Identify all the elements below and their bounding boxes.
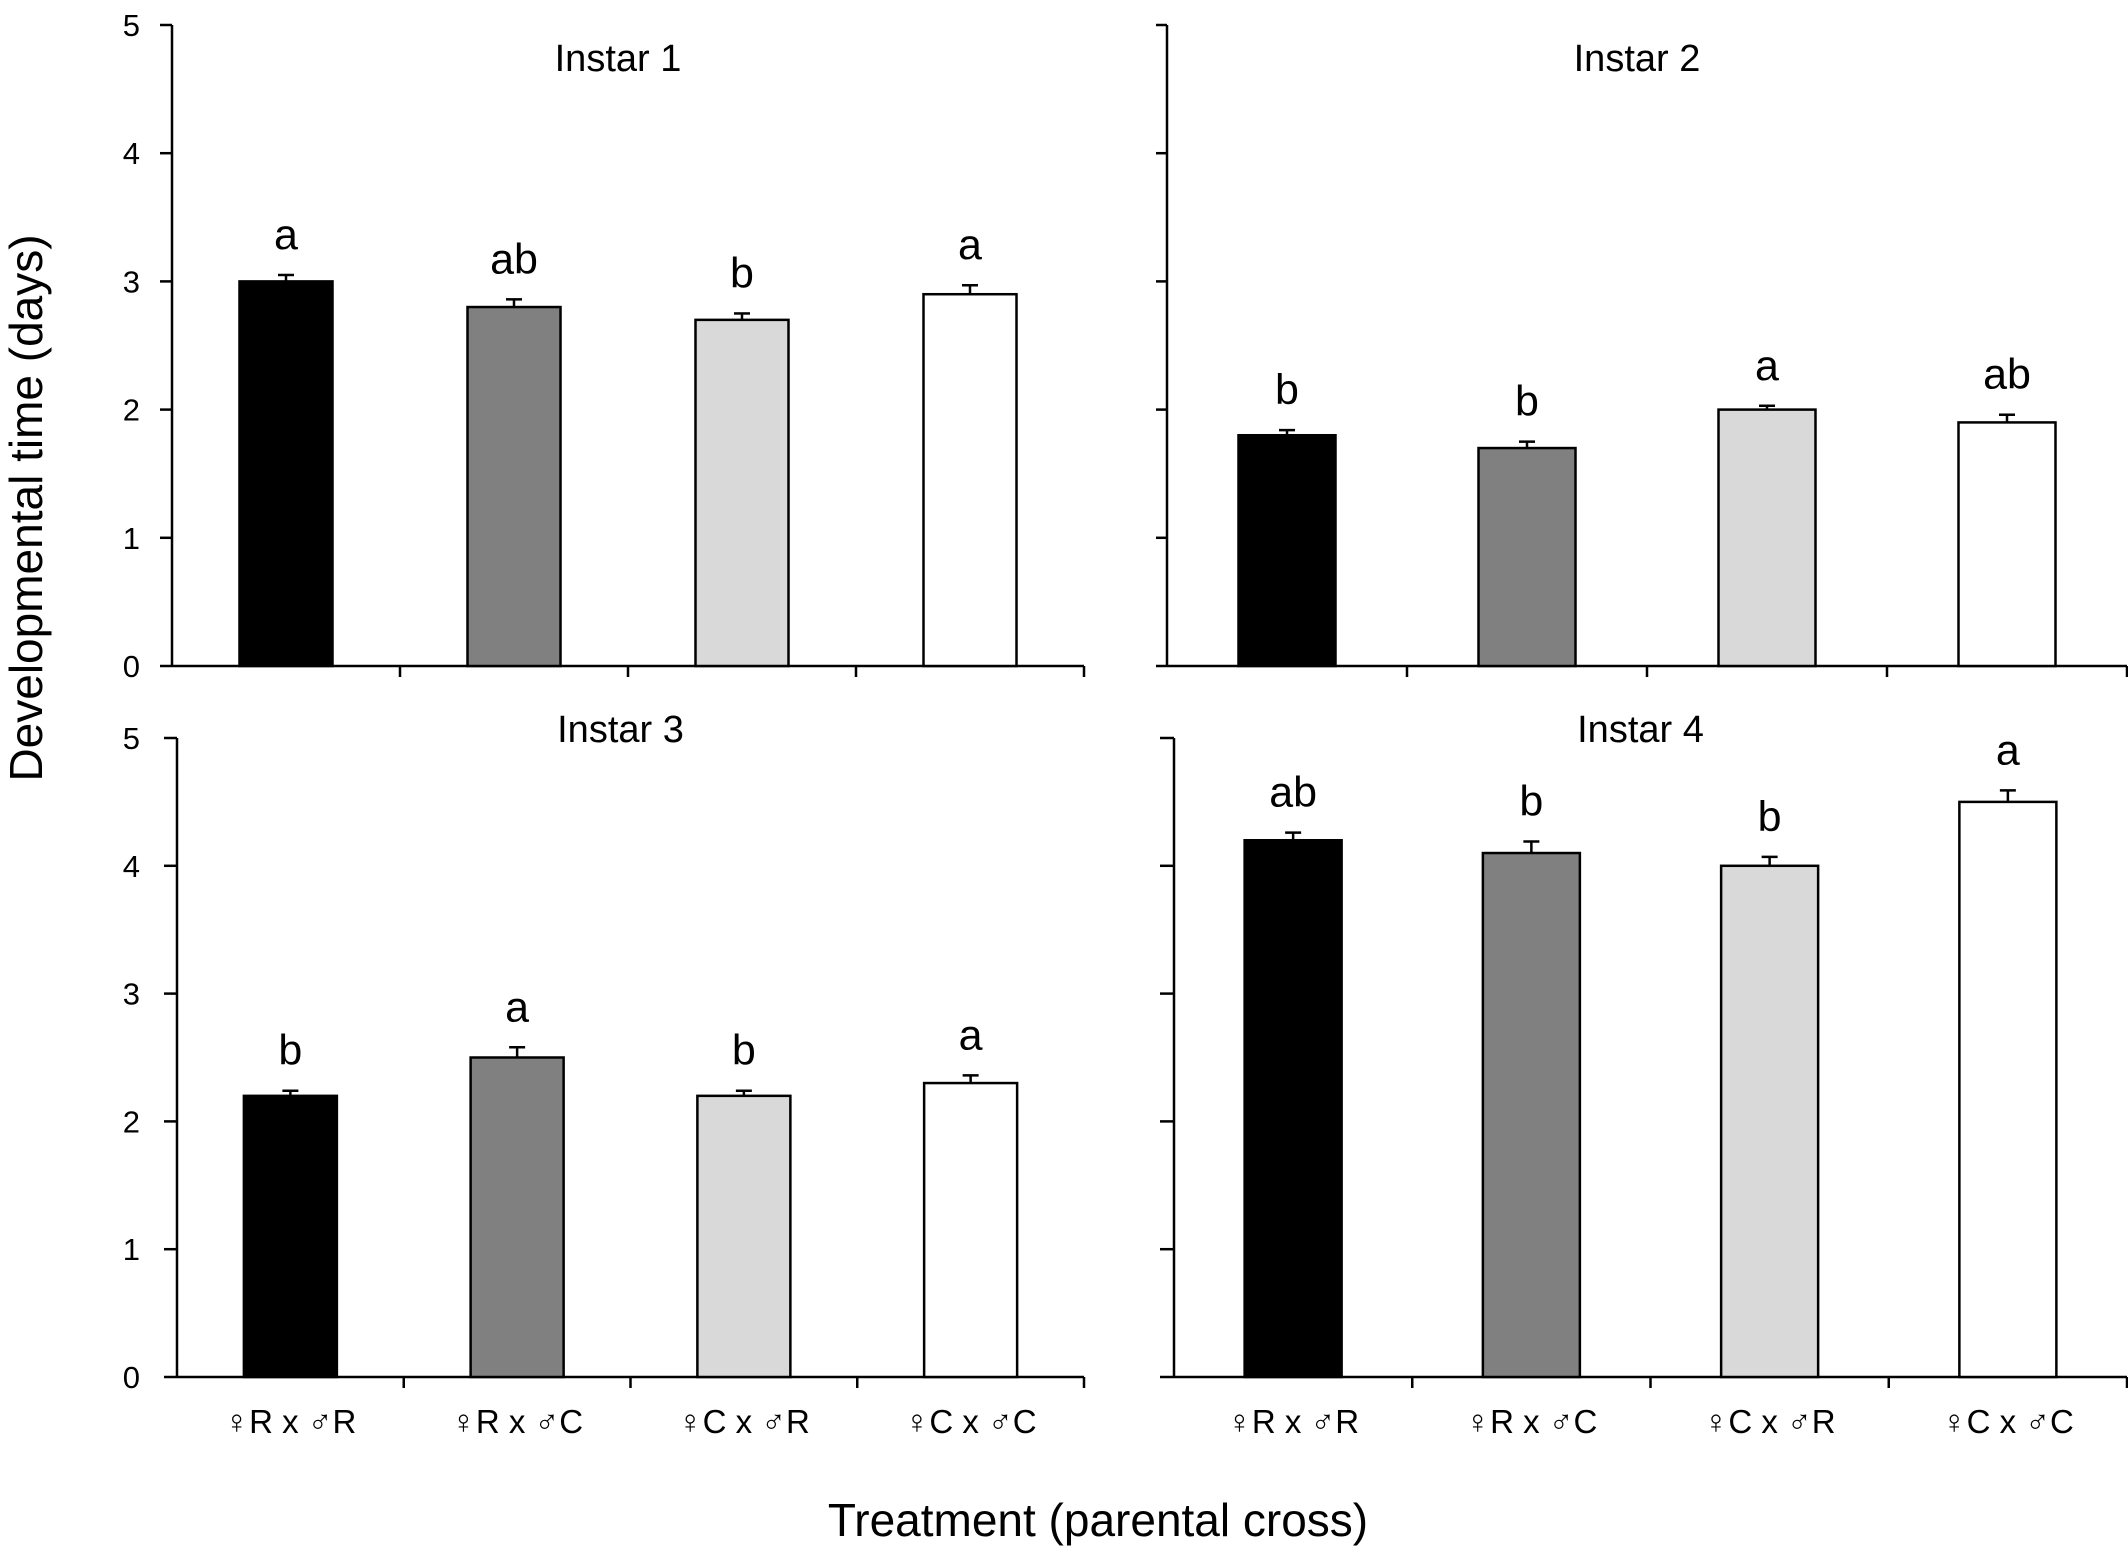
significance-letter: a bbox=[958, 221, 982, 269]
significance-letter: a bbox=[1996, 726, 2020, 774]
chart-panel-3: 0 1 2 3 4 5 Instar 3 b ♀R x ♂R a ♀R x ♂C b ♀C x ♂R a ♀… bbox=[123, 709, 1086, 1440]
panel-title: Instar 1 bbox=[555, 38, 682, 80]
bar bbox=[1481, 851, 1582, 1379]
category-label: ♀C x ♂C bbox=[1942, 1403, 2074, 1440]
y-tick-label: 0 bbox=[123, 649, 140, 684]
significance-letter: b bbox=[1515, 378, 1539, 426]
y-tick-label: 3 bbox=[123, 977, 140, 1012]
panel-title: Instar 4 bbox=[1577, 709, 1704, 751]
significance-letter: a bbox=[1755, 342, 1779, 390]
y-tick-label: 5 bbox=[123, 8, 140, 43]
category-label: ♀C x ♂C bbox=[905, 1403, 1037, 1440]
significance-letter: b bbox=[730, 249, 754, 297]
y-tick-label: 1 bbox=[123, 521, 140, 556]
bar bbox=[1243, 838, 1343, 1379]
y-axis-title: Developmental time (days) bbox=[0, 234, 52, 781]
panel-title: Instar 2 bbox=[1574, 38, 1701, 80]
bar bbox=[1237, 433, 1337, 668]
y-tick-label: 3 bbox=[123, 264, 140, 299]
significance-letter: a bbox=[505, 983, 529, 1031]
bar bbox=[466, 305, 562, 668]
y-tick-label: 5 bbox=[123, 721, 140, 756]
significance-letter: b bbox=[1519, 778, 1543, 826]
y-tick-label: 1 bbox=[123, 1232, 140, 1267]
category-label: ♀C x ♂R bbox=[678, 1403, 810, 1440]
x-axis-title: Treatment (parental cross) bbox=[828, 1494, 1368, 1546]
y-tick-label: 0 bbox=[123, 1360, 140, 1395]
panel-title: Instar 3 bbox=[557, 709, 684, 751]
category-label: ♀R x ♂R bbox=[1227, 1403, 1359, 1440]
bar bbox=[1717, 408, 1817, 668]
significance-letter: ab bbox=[490, 235, 538, 283]
bar bbox=[694, 318, 790, 668]
chart-panel-2: Instar 2 b b a ab bbox=[1156, 23, 2128, 677]
bar bbox=[242, 1094, 339, 1379]
category-label: ♀R x ♂C bbox=[451, 1403, 583, 1440]
y-tick-label: 2 bbox=[123, 393, 140, 428]
category-label: ♀C x ♂R bbox=[1704, 1403, 1836, 1440]
bar bbox=[922, 292, 1018, 668]
significance-letter: a bbox=[959, 1011, 983, 1059]
y-tick-label: 2 bbox=[123, 1104, 140, 1139]
significance-letter: b bbox=[1758, 793, 1782, 841]
category-label: ♀R x ♂R bbox=[224, 1403, 356, 1440]
category-label: ♀R x ♂C bbox=[1465, 1403, 1597, 1440]
chart-panel-4: Instar 4 ab ♀R x ♂R b ♀R x ♂C b ♀C x ♂R a ♀C x ♂… bbox=[1160, 709, 2128, 1440]
significance-letter: b bbox=[1275, 366, 1299, 414]
bar bbox=[1477, 446, 1577, 668]
significance-letter: a bbox=[274, 211, 298, 259]
bar bbox=[696, 1094, 792, 1379]
bar bbox=[238, 280, 334, 668]
significance-letter: ab bbox=[1983, 351, 2031, 399]
chart-panel-1: 0 1 2 3 4 5 Instar 1 a ab b a bbox=[123, 8, 1086, 684]
significance-letter: b bbox=[732, 1027, 756, 1075]
bar bbox=[469, 1056, 565, 1379]
bar bbox=[922, 1081, 1019, 1379]
bar bbox=[1958, 800, 2058, 1379]
significance-letter: ab bbox=[1269, 769, 1317, 817]
bar bbox=[1719, 864, 1820, 1379]
bar bbox=[1957, 421, 2057, 668]
y-tick-label: 4 bbox=[123, 136, 140, 171]
significance-letter: b bbox=[278, 1027, 302, 1075]
y-tick-label: 4 bbox=[123, 849, 140, 884]
